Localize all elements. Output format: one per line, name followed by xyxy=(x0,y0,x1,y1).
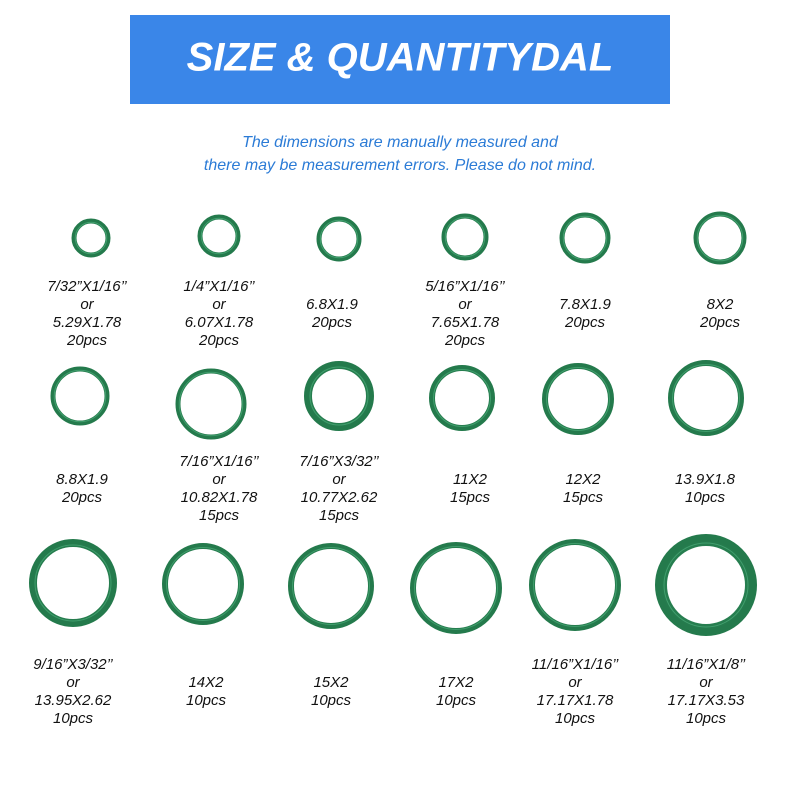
size-label: 10pcs xyxy=(53,710,94,727)
title: SIZE & QUANTITYDAL xyxy=(187,36,614,80)
size-label: 5/16”X1/16’’ xyxy=(425,278,505,295)
o-ring-highlight xyxy=(292,547,370,625)
size-label: 14X2 xyxy=(188,674,224,691)
size-label: 11X2 xyxy=(453,471,488,488)
o-ring xyxy=(316,216,362,262)
o-ring-highlight xyxy=(200,217,238,255)
size-label: 13.95X2.62 xyxy=(35,692,112,709)
o-ring-highlight xyxy=(178,371,244,437)
size-label: 8.8X1.9 xyxy=(56,471,108,488)
size-label: 1/4”X1/16’’ xyxy=(183,278,255,295)
title-banner xyxy=(130,15,670,104)
size-label: or xyxy=(332,471,346,488)
o-ring xyxy=(542,363,614,435)
o-ring-highlight xyxy=(319,219,359,259)
size-label: 10pcs xyxy=(186,692,227,709)
o-ring xyxy=(429,365,495,431)
o-ring xyxy=(50,366,110,426)
size-label: or xyxy=(458,296,472,313)
size-label: 7.65X1.78 xyxy=(431,314,500,331)
o-ring xyxy=(162,543,244,625)
size-label: 15X2 xyxy=(313,674,349,691)
size-label: 11/16”X1/8’’ xyxy=(667,656,746,673)
o-ring-highlight xyxy=(663,542,749,628)
o-ring-highlight xyxy=(433,369,491,427)
o-ring xyxy=(529,539,621,631)
o-ring xyxy=(668,360,744,436)
o-ring xyxy=(441,213,489,261)
o-ring-highlight xyxy=(444,216,486,258)
size-label: 9/16”X3/32’’ xyxy=(33,656,113,673)
size-label: 20pcs xyxy=(699,314,741,331)
o-ring-highlight xyxy=(166,547,240,621)
o-ring-highlight xyxy=(533,543,617,627)
size-label: 11/16”X1/16’’ xyxy=(532,656,619,673)
o-ring xyxy=(559,212,611,264)
o-ring-highlight xyxy=(34,544,112,622)
size-label: 10pcs xyxy=(686,710,727,727)
size-label: 7/32”X1/16’’ xyxy=(47,278,127,295)
o-ring-highlight xyxy=(672,364,740,432)
size-label: 7.8X1.9 xyxy=(559,296,611,313)
size-label: 10pcs xyxy=(436,692,477,709)
o-ring-highlight xyxy=(546,367,610,431)
size-label: 10.77X2.62 xyxy=(301,489,378,506)
size-label: 17.17X3.53 xyxy=(668,692,745,709)
note-line: The dimensions are manually measured and xyxy=(242,134,559,151)
o-ring xyxy=(71,218,111,258)
size-label: 10pcs xyxy=(685,489,726,506)
size-label: or xyxy=(568,674,582,691)
o-ring xyxy=(693,211,747,265)
size-label: 13.9X1.8 xyxy=(675,471,736,488)
size-label: 20pcs xyxy=(66,332,108,349)
size-label: or xyxy=(80,296,94,313)
size-label: 7/16”X3/32’’ xyxy=(299,453,379,470)
size-label: or xyxy=(212,296,226,313)
size-label: 5.29X1.78 xyxy=(53,314,122,331)
o-ring-highlight xyxy=(74,221,108,255)
o-ring xyxy=(175,368,247,440)
o-ring xyxy=(197,214,241,258)
size-label: 20pcs xyxy=(311,314,353,331)
note-line: there may be measurement errors. Please … xyxy=(204,157,596,174)
size-label: or xyxy=(66,674,80,691)
size-label: 15pcs xyxy=(319,507,360,524)
size-label: 7/16”X1/16’’ xyxy=(179,453,259,470)
size-label: or xyxy=(699,674,713,691)
o-ring xyxy=(410,542,502,634)
o-ring xyxy=(655,534,757,636)
size-label: or xyxy=(212,471,226,488)
size-label: 20pcs xyxy=(444,332,486,349)
o-ring-highlight xyxy=(562,215,608,261)
o-ring-highlight xyxy=(414,546,498,630)
o-ring-highlight xyxy=(53,369,107,423)
o-ring xyxy=(304,361,374,431)
size-label: 17.17X1.78 xyxy=(537,692,614,709)
size-label: 15pcs xyxy=(199,507,240,524)
size-label: 20pcs xyxy=(564,314,606,331)
size-label: 12X2 xyxy=(565,471,601,488)
size-label: 10.82X1.78 xyxy=(181,489,258,506)
size-label: 17X2 xyxy=(438,674,474,691)
size-label: 6.07X1.78 xyxy=(185,314,254,331)
o-ring-highlight xyxy=(309,366,369,426)
size-label: 10pcs xyxy=(555,710,596,727)
size-label: 15pcs xyxy=(450,489,491,506)
size-label: 20pcs xyxy=(61,489,103,506)
o-ring xyxy=(288,543,374,629)
o-ring-highlight xyxy=(696,214,744,262)
size-label: 20pcs xyxy=(198,332,240,349)
o-ring xyxy=(29,539,117,627)
size-label: 6.8X1.9 xyxy=(306,296,358,313)
size-label: 8X2 xyxy=(707,296,734,313)
size-label: 15pcs xyxy=(563,489,604,506)
size-label: 10pcs xyxy=(311,692,352,709)
